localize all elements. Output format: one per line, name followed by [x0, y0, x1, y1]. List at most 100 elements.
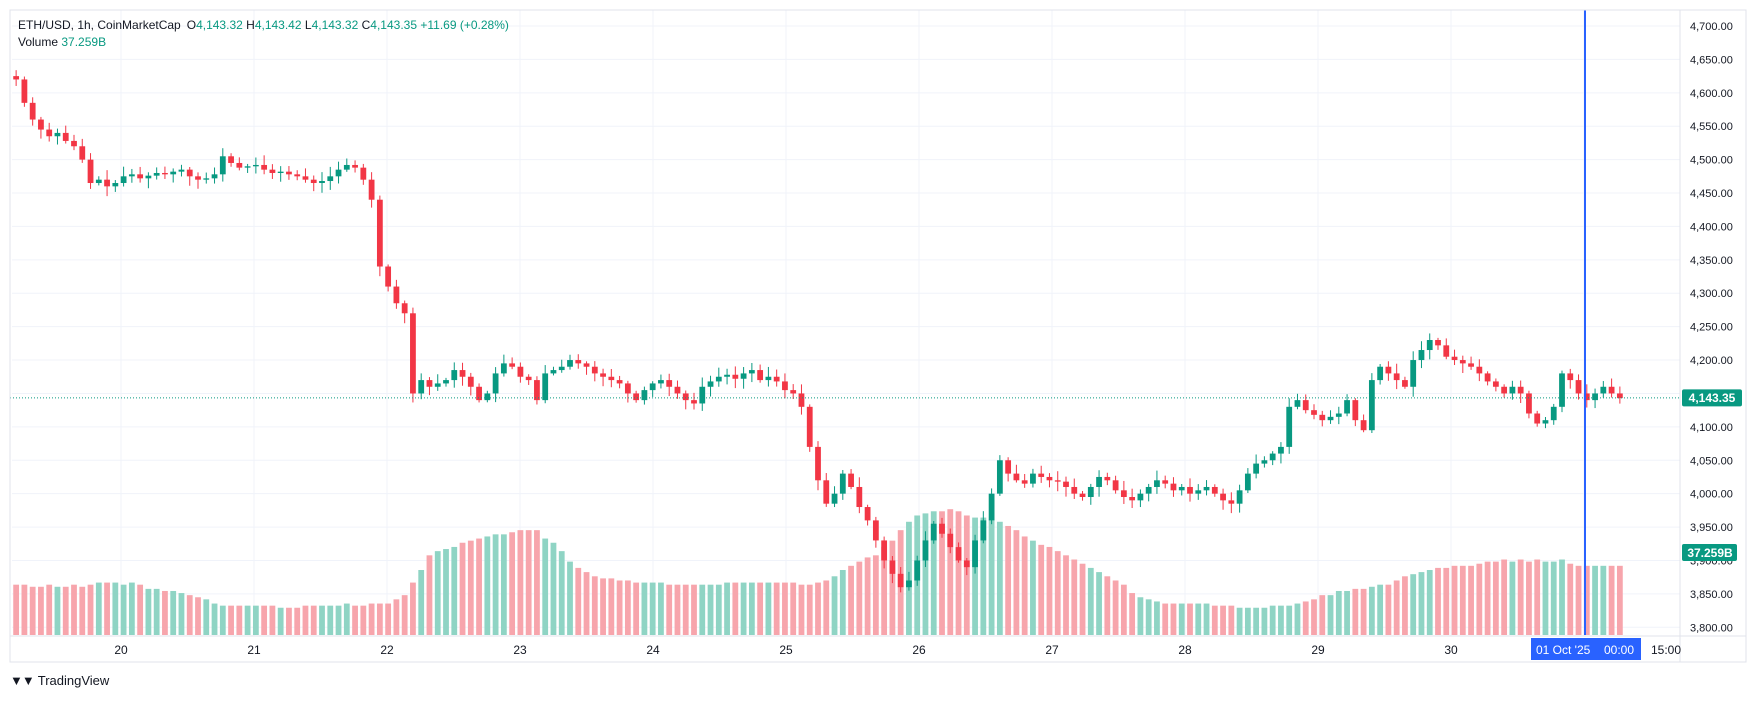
- volume-bar: [1253, 607, 1260, 635]
- symbol-label[interactable]: ETH/USD, 1h, CoinMarketCap: [18, 18, 181, 32]
- candle-body: [790, 390, 797, 394]
- candle-body: [1616, 393, 1623, 399]
- volume-bar: [459, 542, 466, 635]
- candle-body: [1220, 493, 1226, 501]
- volume-bar: [319, 605, 325, 635]
- volume-bar: [591, 576, 598, 635]
- candle-body: [798, 393, 805, 407]
- y-tick-label: 4,100.00: [1690, 422, 1733, 434]
- candle-body: [484, 393, 491, 401]
- volume-bar: [410, 582, 416, 635]
- volume-bar: [806, 584, 813, 635]
- candle-body: [897, 573, 904, 588]
- candle-body: [1038, 473, 1045, 477]
- volume-bar: [1104, 576, 1111, 635]
- candle-body: [195, 176, 201, 180]
- candle-body: [1484, 373, 1491, 382]
- volume-bar: [1162, 603, 1169, 635]
- volume-bar: [294, 607, 301, 635]
- tradingview-logo-icon: ▼▼: [10, 673, 35, 688]
- candle-body: [922, 540, 929, 561]
- candle-body: [13, 76, 20, 80]
- y-tick-label: 3,850.00: [1690, 589, 1733, 601]
- volume-bar: [343, 603, 350, 635]
- volume-bar: [765, 582, 772, 635]
- volume-bar: [707, 584, 714, 635]
- volume-bar: [1327, 595, 1334, 635]
- volume-bar: [1484, 561, 1491, 635]
- candle-body: [145, 175, 152, 179]
- candle-body: [203, 178, 210, 180]
- candle-body: [1294, 400, 1301, 407]
- volume-bar: [1492, 561, 1499, 635]
- volume-bar: [13, 584, 20, 635]
- candle-body: [748, 370, 755, 374]
- x-tick-label: 28: [1178, 643, 1192, 657]
- tradingview-logo[interactable]: ▼▼ TradingView: [10, 673, 109, 688]
- volume-bar: [509, 532, 516, 635]
- candle-body: [1145, 486, 1152, 494]
- volume-bar: [219, 605, 226, 635]
- volume-bar: [1426, 570, 1433, 635]
- volume-bar: [732, 582, 739, 635]
- candle-body: [1311, 410, 1317, 415]
- candle-body: [1087, 486, 1094, 497]
- open-value: 4,143.32: [196, 18, 243, 32]
- candle-body: [1021, 480, 1028, 484]
- candle-body: [236, 162, 243, 168]
- volume-bar: [1071, 559, 1078, 635]
- candle-body: [641, 390, 648, 401]
- volume-bar: [889, 540, 896, 635]
- y-tick-label: 3,950.00: [1690, 522, 1733, 534]
- volume-bar: [1005, 525, 1012, 635]
- volume-bar: [137, 584, 144, 635]
- volume-bar: [1137, 597, 1144, 635]
- candle-body: [839, 473, 846, 494]
- candle-body: [434, 383, 441, 387]
- volume-bar: [360, 605, 367, 635]
- candle-body: [244, 166, 251, 168]
- candle-body: [881, 540, 888, 561]
- candle-body: [658, 380, 664, 384]
- candle-body: [62, 132, 69, 141]
- candle-body: [517, 366, 524, 377]
- volume-bar: [972, 517, 978, 635]
- volume-bar: [624, 580, 631, 635]
- volume-bar: [203, 599, 210, 635]
- volume-bar: [748, 582, 755, 635]
- candle-body: [1162, 480, 1169, 484]
- candle-body: [872, 520, 879, 541]
- candle-body: [509, 363, 516, 367]
- candle-body: [980, 520, 987, 541]
- volume-bar: [434, 551, 441, 635]
- volume-bar: [856, 561, 863, 635]
- candle-body: [1244, 473, 1251, 491]
- candle-body: [38, 119, 44, 130]
- volume-bar: [517, 530, 524, 635]
- volume-label[interactable]: Volume: [18, 35, 59, 49]
- candle-body: [988, 493, 995, 521]
- candle-body: [120, 176, 127, 184]
- y-tick-label: 3,800.00: [1690, 622, 1733, 634]
- candle-body: [79, 146, 86, 160]
- candle-body: [1236, 490, 1243, 504]
- candle-body: [228, 156, 234, 163]
- candle-body: [616, 380, 623, 384]
- candle-body: [492, 373, 499, 394]
- volume-bar: [1600, 565, 1607, 635]
- volume-bar: [1087, 567, 1094, 635]
- candle-body: [773, 376, 780, 382]
- candle-body: [1211, 486, 1218, 494]
- volume-bar: [467, 540, 474, 635]
- candle-body: [310, 179, 317, 184]
- candle-body: [261, 164, 268, 170]
- candle-body: [343, 164, 350, 170]
- candle-body: [327, 176, 334, 182]
- candle-body: [128, 174, 135, 177]
- volume-bar: [1120, 584, 1127, 635]
- open-label: O: [186, 18, 197, 32]
- volume-bar: [95, 582, 102, 635]
- candle-body: [459, 370, 466, 377]
